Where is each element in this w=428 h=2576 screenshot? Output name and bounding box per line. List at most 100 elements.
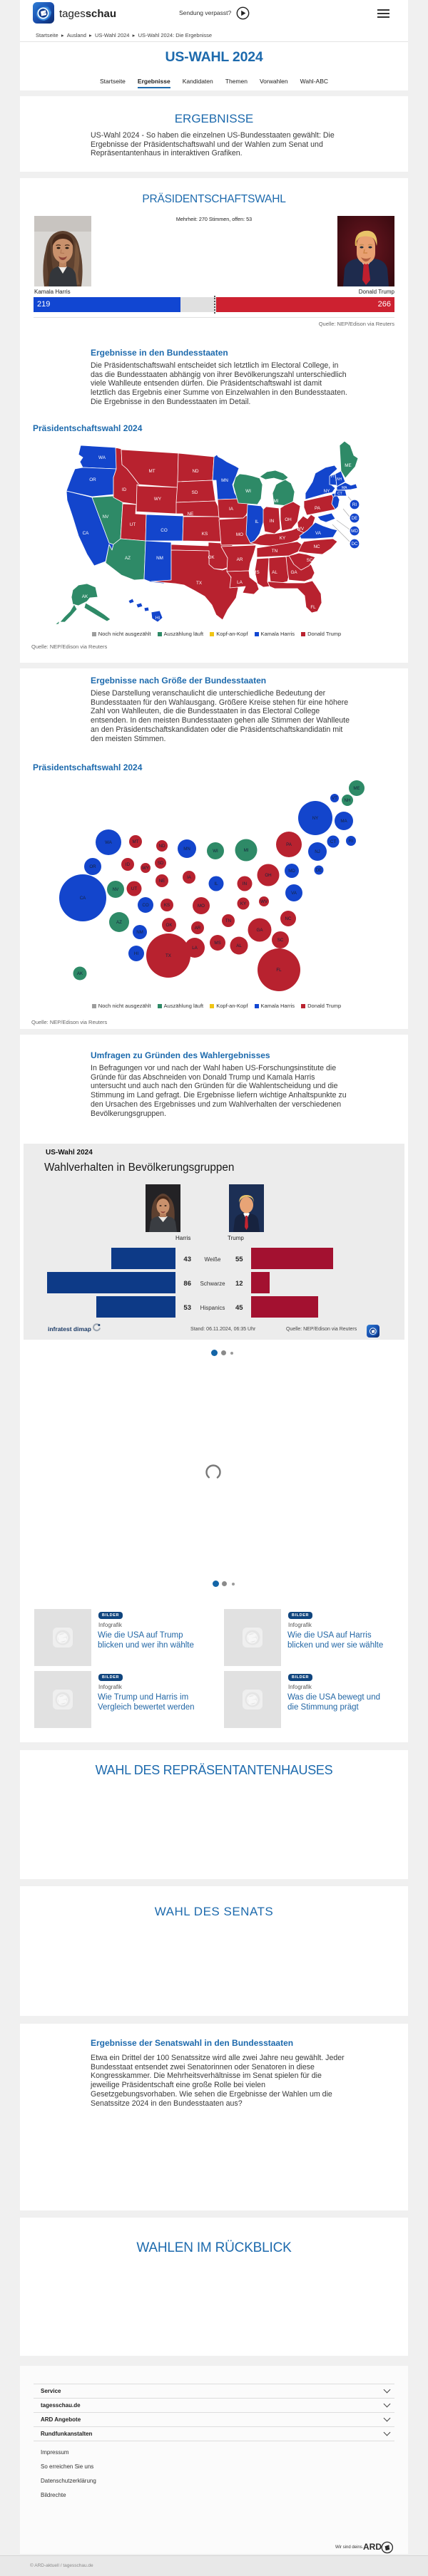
svg-text:UT: UT bbox=[130, 522, 136, 527]
svg-text:NV: NV bbox=[103, 514, 110, 519]
svg-text:AR: AR bbox=[195, 926, 201, 931]
svg-text:NM: NM bbox=[136, 930, 143, 935]
svg-text:KS: KS bbox=[164, 903, 170, 908]
svg-text:UT: UT bbox=[131, 886, 137, 891]
svg-text:IA: IA bbox=[229, 507, 234, 512]
svg-text:DC: DC bbox=[351, 542, 358, 547]
svg-text:TX: TX bbox=[196, 581, 203, 586]
svg-text:IA: IA bbox=[187, 875, 192, 880]
svg-text:IN: IN bbox=[270, 519, 275, 524]
svg-text:SC: SC bbox=[307, 558, 313, 563]
svg-text:NE: NE bbox=[159, 879, 165, 884]
svg-text:GA: GA bbox=[257, 928, 264, 933]
svg-text:LA: LA bbox=[192, 946, 198, 951]
svg-text:PA: PA bbox=[286, 842, 292, 847]
svg-text:AZ: AZ bbox=[116, 920, 122, 925]
svg-text:IL: IL bbox=[214, 881, 218, 886]
svg-text:MI: MI bbox=[244, 848, 249, 853]
svg-text:ND: ND bbox=[192, 469, 199, 474]
svg-text:OH: OH bbox=[285, 517, 292, 522]
svg-text:MT: MT bbox=[133, 839, 139, 844]
svg-text:HI: HI bbox=[134, 951, 138, 956]
svg-text:OR: OR bbox=[89, 477, 96, 482]
svg-text:TN: TN bbox=[225, 919, 231, 924]
svg-text:NJ: NJ bbox=[315, 849, 320, 854]
svg-text:NE: NE bbox=[188, 512, 194, 517]
svg-text:DE: DE bbox=[352, 516, 358, 521]
svg-text:OH: OH bbox=[265, 873, 271, 878]
svg-text:ME: ME bbox=[353, 786, 360, 791]
svg-text:MT: MT bbox=[148, 469, 155, 474]
svg-text:VT: VT bbox=[330, 475, 335, 479]
svg-text:TX: TX bbox=[165, 953, 171, 958]
svg-text:IN: IN bbox=[243, 881, 247, 886]
svg-text:WI: WI bbox=[245, 489, 251, 494]
svg-text:SC: SC bbox=[277, 938, 284, 943]
svg-text:WA: WA bbox=[98, 455, 106, 460]
svg-text:WV: WV bbox=[260, 899, 268, 904]
svg-text:RI: RI bbox=[349, 839, 353, 844]
svg-text:AL: AL bbox=[272, 570, 277, 575]
svg-text:HI: HI bbox=[156, 616, 160, 621]
svg-text:CA: CA bbox=[80, 896, 86, 901]
svg-text:VA: VA bbox=[315, 531, 322, 536]
svg-text:NY: NY bbox=[324, 489, 331, 494]
svg-text:ID: ID bbox=[122, 487, 127, 492]
svg-text:IL: IL bbox=[255, 519, 259, 524]
svg-text:MN: MN bbox=[221, 478, 228, 483]
svg-text:NY: NY bbox=[312, 816, 319, 821]
svg-text:OK: OK bbox=[166, 923, 173, 928]
svg-text:WY: WY bbox=[154, 497, 162, 502]
svg-text:NH: NH bbox=[345, 798, 351, 803]
svg-text:VA: VA bbox=[291, 891, 297, 896]
svg-text:DE: DE bbox=[316, 868, 322, 873]
svg-text:MS: MS bbox=[253, 570, 259, 575]
svg-text:CT: CT bbox=[330, 839, 336, 844]
svg-text:NC: NC bbox=[285, 916, 292, 921]
svg-text:WI: WI bbox=[213, 849, 218, 854]
svg-text:GA: GA bbox=[290, 570, 297, 575]
svg-text:MA: MA bbox=[340, 819, 347, 824]
svg-text:NV: NV bbox=[113, 887, 119, 892]
svg-text:NH: NH bbox=[337, 477, 342, 482]
svg-text:KS: KS bbox=[202, 532, 208, 537]
svg-text:KY: KY bbox=[240, 901, 246, 906]
svg-text:KY: KY bbox=[280, 536, 286, 541]
svg-text:NM: NM bbox=[156, 556, 163, 561]
svg-text:MD: MD bbox=[288, 869, 295, 874]
svg-text:MA: MA bbox=[342, 486, 347, 490]
svg-text:LA: LA bbox=[237, 580, 243, 585]
svg-text:MI: MI bbox=[274, 499, 279, 504]
svg-text:CO: CO bbox=[160, 528, 168, 533]
svg-text:ID: ID bbox=[126, 862, 131, 867]
svg-text:ND: ND bbox=[159, 844, 165, 849]
svg-text:OR: OR bbox=[89, 864, 96, 869]
svg-text:AZ: AZ bbox=[125, 556, 131, 561]
svg-text:MN: MN bbox=[183, 847, 190, 852]
svg-text:FL: FL bbox=[310, 605, 316, 610]
svg-text:MS: MS bbox=[214, 941, 220, 946]
svg-text:FL: FL bbox=[276, 968, 282, 973]
svg-text:WV: WV bbox=[297, 527, 305, 532]
svg-text:OK: OK bbox=[208, 555, 215, 560]
svg-text:CT: CT bbox=[337, 492, 342, 496]
svg-text:NC: NC bbox=[313, 544, 320, 549]
svg-text:WY: WY bbox=[142, 866, 149, 871]
svg-text:CA: CA bbox=[83, 531, 90, 536]
svg-text:CO: CO bbox=[142, 903, 148, 908]
svg-text:MO: MO bbox=[198, 904, 205, 909]
svg-text:SD: SD bbox=[192, 490, 198, 495]
svg-text:AR: AR bbox=[237, 557, 243, 562]
svg-text:ME: ME bbox=[345, 463, 351, 468]
svg-text:SD: SD bbox=[158, 861, 164, 866]
svg-text:TN: TN bbox=[272, 549, 278, 554]
svg-text:PA: PA bbox=[315, 506, 321, 511]
svg-text:MO: MO bbox=[236, 532, 243, 537]
svg-text:VT: VT bbox=[332, 796, 337, 801]
svg-text:AL: AL bbox=[236, 943, 242, 948]
svg-text:AK: AK bbox=[77, 971, 83, 976]
svg-text:AK: AK bbox=[82, 594, 88, 599]
svg-text:RI: RI bbox=[352, 502, 357, 507]
svg-text:WA: WA bbox=[105, 840, 113, 845]
svg-text:MD: MD bbox=[351, 529, 358, 534]
